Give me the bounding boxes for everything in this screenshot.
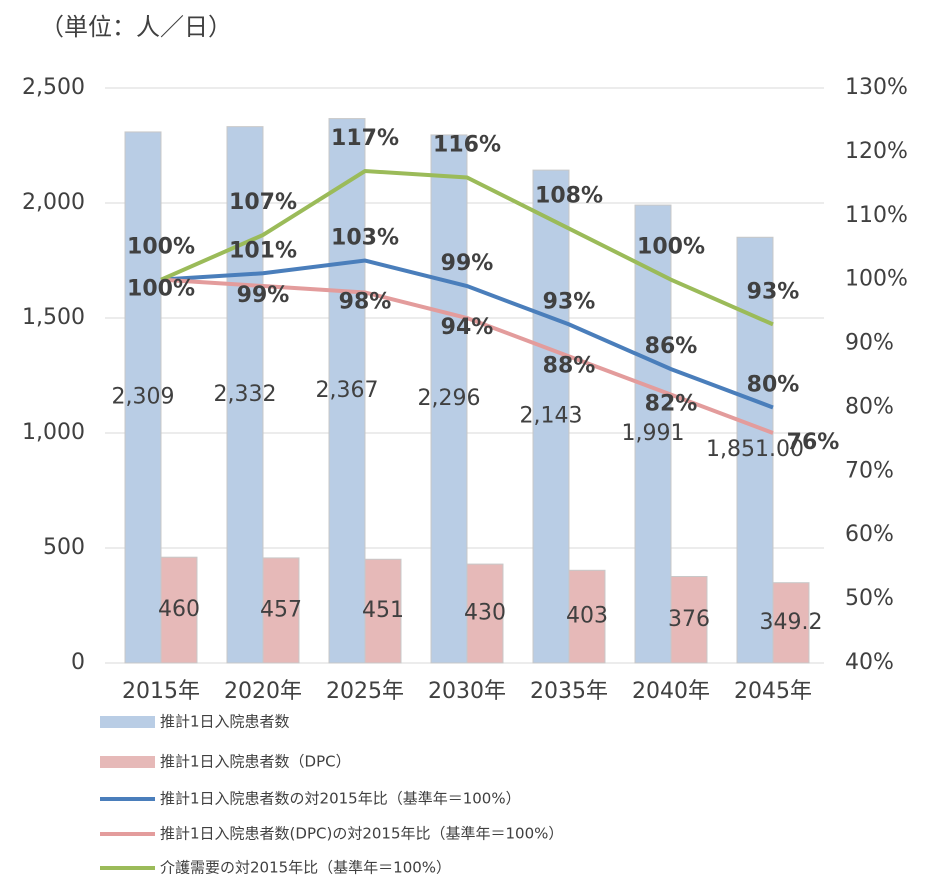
data-label: 98% [339,289,392,314]
data-label: 88% [543,353,596,378]
data-label: 107% [229,190,297,215]
data-label: 451 [362,598,404,623]
y-tick-label: 1,000 [22,420,85,445]
data-label: 116% [433,132,501,157]
y2-tick-label: 100% [845,267,908,292]
bar [532,169,570,664]
bar [262,557,300,664]
data-label: 460 [158,597,200,622]
bar [736,236,774,664]
data-label: 349.2 [760,610,823,635]
data-label: 99% [237,283,290,308]
data-label: 1,991 [622,421,685,446]
data-label: 100% [127,277,195,302]
x-tick-label: 2045年 [734,679,812,704]
bar [124,131,162,664]
legend-label: 介護需要の対2015年比（基準年＝100%） [160,859,451,877]
bar [466,563,504,664]
legend-label: 推計1日入院患者数(DPC)の対2015年比（基準年＝100%） [160,825,563,843]
x-tick-label: 2015年 [122,679,200,704]
legend-label: 推計1日入院患者数（DPC） [160,753,351,771]
data-label: 2,309 [112,384,175,409]
x-tick-label: 2035年 [530,679,608,704]
legend-label: 推計1日入院患者数の対2015年比（基準年＝100%） [160,790,521,808]
x-tick-label: 2025年 [326,679,404,704]
bar [364,558,402,664]
bar [772,582,810,664]
data-label: 108% [535,184,603,209]
data-label: 99% [441,251,494,276]
y2-tick-label: 120% [845,139,908,164]
data-label: 457 [260,597,302,622]
chart-title: （単位：人／日） [40,13,232,41]
data-label: 93% [543,289,596,314]
data-label: 94% [441,315,494,340]
data-label: 2,143 [520,404,583,429]
y2-tick-label: 60% [845,522,894,547]
bar [670,576,708,664]
data-label: 100% [127,235,195,260]
data-label: 2,296 [418,386,481,411]
y2-tick-label: 40% [845,650,894,675]
data-label: 101% [229,238,297,263]
legend-swatch [100,716,155,728]
data-label: 376 [668,607,710,632]
data-label: 82% [645,392,698,417]
data-label: 93% [747,279,800,304]
bar [568,569,606,664]
line [160,277,774,435]
x-tick-label: 2030年 [428,679,506,704]
data-label: 430 [464,601,506,626]
bar [328,118,366,664]
x-tick-label: 2040年 [632,679,710,704]
data-label: 76% [787,430,840,455]
line [160,169,774,327]
bar [634,204,672,664]
data-label: 1,851.00 [706,437,804,462]
y-tick-label: 2,000 [22,190,85,215]
y2-tick-label: 50% [845,586,894,611]
y-tick-label: 500 [43,535,85,560]
data-label: 86% [645,334,698,359]
legend-swatch [100,756,155,768]
y2-tick-label: 90% [845,331,894,356]
data-label: 80% [747,372,800,397]
y2-tick-label: 80% [845,394,894,419]
data-label: 103% [331,226,399,251]
y-tick-label: 1,500 [22,305,85,330]
data-label: 403 [566,604,608,629]
y-tick-label: 2,500 [22,75,85,100]
data-label: 117% [331,126,399,151]
y2-tick-label: 110% [845,203,908,228]
y-tick-label: 0 [71,650,85,675]
y2-tick-label: 70% [845,458,894,483]
bar [226,126,264,664]
bar [160,556,198,664]
line [160,258,774,410]
data-label: 100% [637,235,705,260]
data-label: 2,367 [316,378,379,403]
x-tick-label: 2020年 [224,679,302,704]
legend-label: 推計1日入院患者数 [160,713,290,731]
y2-tick-label: 130% [845,75,908,100]
bar [430,134,468,664]
data-label: 2,332 [214,382,277,407]
